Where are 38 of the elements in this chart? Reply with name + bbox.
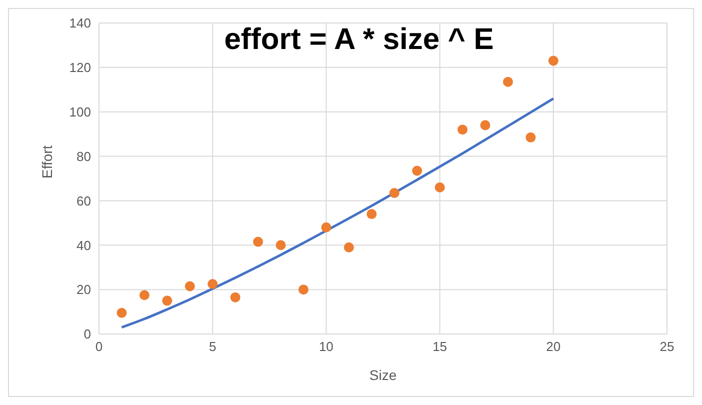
- point: [184, 281, 195, 292]
- y-tick-label: 140: [69, 16, 91, 31]
- y-tick-label: 20: [76, 282, 91, 298]
- point: [208, 279, 218, 290]
- x-tick-label: 5: [208, 339, 216, 354]
- x-tick-label: 0: [95, 339, 103, 354]
- point: [434, 182, 445, 192]
- x-tick-label: 15: [432, 339, 448, 354]
- chart-title: effort = A * size ^ E: [224, 23, 494, 56]
- x-tick-label: 10: [318, 339, 334, 354]
- point: [162, 296, 172, 306]
- line-series: [120, 97, 555, 329]
- point: [389, 188, 400, 198]
- point: [458, 124, 468, 135]
- y-tick-label: 60: [76, 193, 91, 208]
- point: [230, 292, 240, 302]
- point: [276, 240, 286, 250]
- y-tick-label: 0: [84, 326, 91, 342]
- y-tick-label: 80: [76, 148, 91, 164]
- point: [502, 76, 513, 87]
- y-tick-label: 40: [76, 238, 91, 253]
- y-tick-label: 120: [69, 60, 91, 76]
- point: [548, 56, 558, 66]
- point: [344, 242, 354, 252]
- y-tick-label: 100: [69, 104, 91, 120]
- point: [321, 222, 332, 232]
- x-axis-title: Size: [369, 367, 397, 383]
- point: [480, 120, 490, 130]
- point: [366, 209, 377, 220]
- x-tick-label: 25: [660, 339, 674, 354]
- point: [139, 290, 150, 300]
- point: [298, 284, 308, 295]
- point: [526, 132, 536, 142]
- point: [116, 308, 127, 318]
- x-tick-label: 20: [546, 339, 561, 354]
- point: [253, 236, 264, 247]
- point: [412, 166, 422, 176]
- y-axis-title: Effort: [38, 145, 55, 178]
